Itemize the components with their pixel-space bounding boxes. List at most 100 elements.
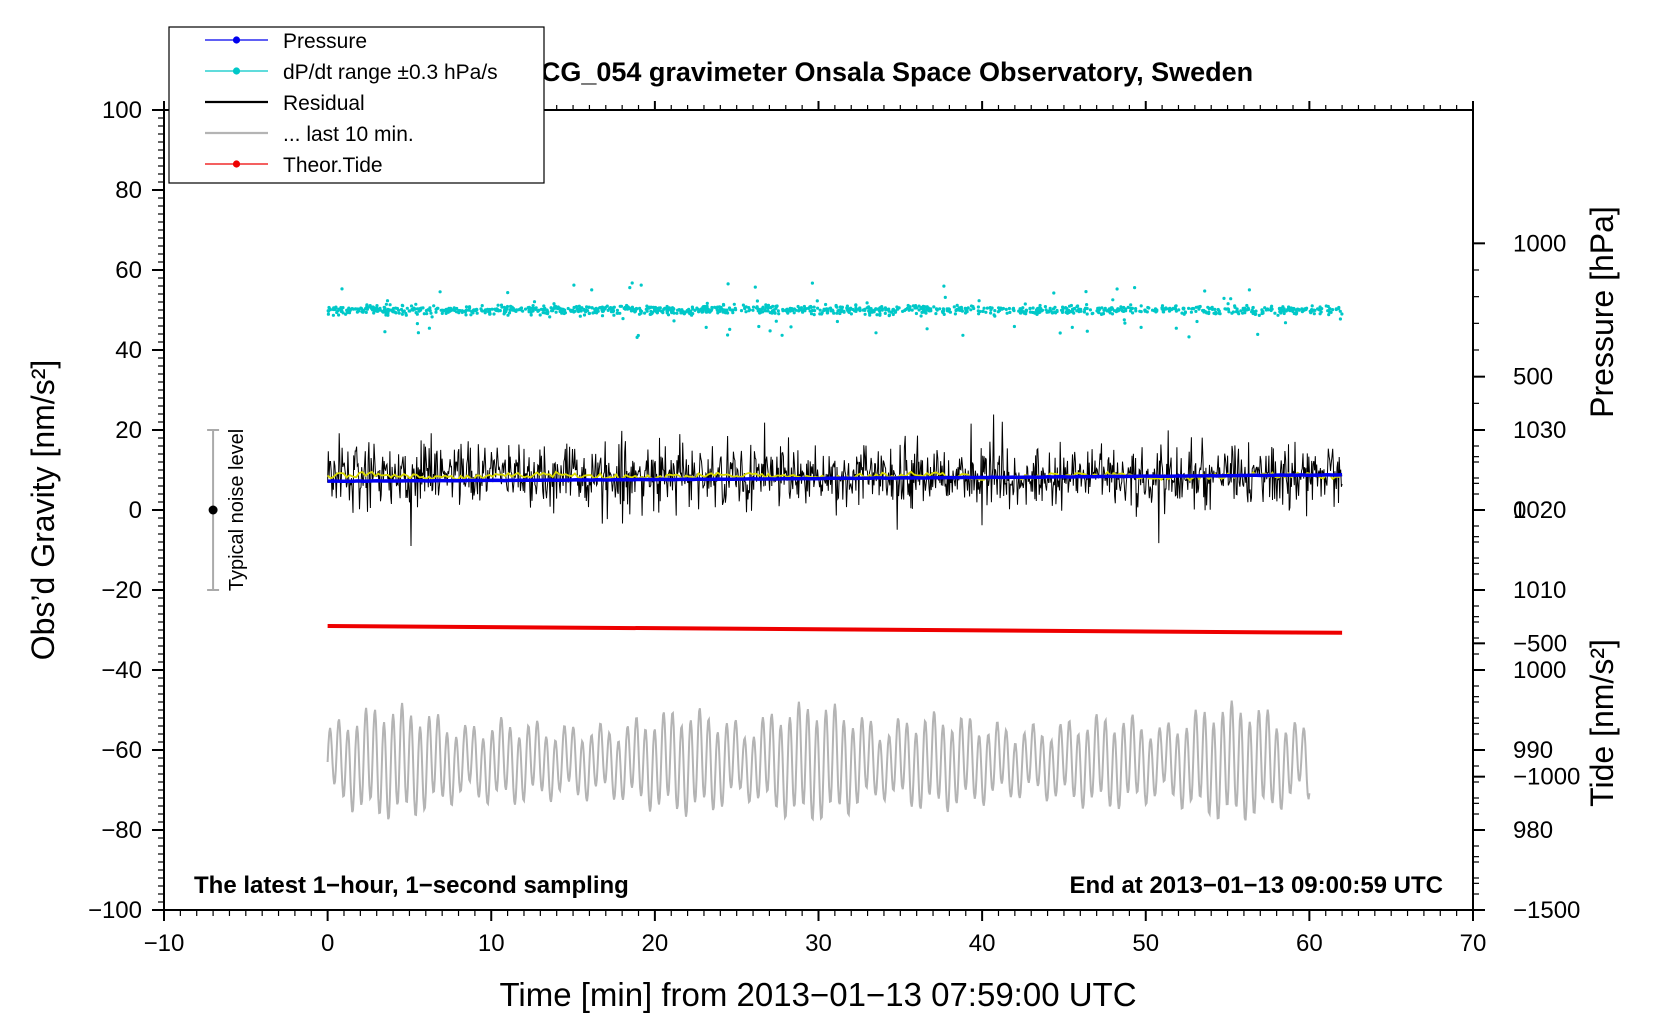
pressure-tick-label: 1030 (1513, 417, 1566, 444)
annotation-sampling: The latest 1−hour, 1−second sampling (194, 872, 629, 899)
dpdt-point (593, 307, 597, 311)
dpdt-point (386, 313, 390, 317)
dpdt-point (1328, 307, 1332, 311)
dpdt-point (1123, 321, 1127, 325)
dpdt-point (1085, 303, 1089, 307)
dpdt-point (595, 311, 599, 315)
dpdt-point (467, 308, 471, 312)
dpdt-point (789, 325, 793, 329)
dpdt-point (961, 333, 965, 337)
dpdt-point (1213, 307, 1217, 311)
dpdt-point (845, 306, 849, 310)
dpdt-point (874, 307, 878, 311)
dpdt-point (989, 308, 993, 312)
dpdt-point (521, 309, 525, 313)
pressure-tick-label: 980 (1513, 817, 1553, 844)
dpdt-point (998, 308, 1002, 313)
dpdt-point (878, 312, 882, 316)
dpdt-point (405, 306, 409, 310)
dpdt-point (908, 305, 912, 309)
dpdt-point (364, 306, 368, 311)
dpdt-point (662, 307, 666, 311)
dpdt-point (373, 309, 377, 313)
dpdt-point (536, 309, 540, 313)
dpdt-point (761, 306, 765, 310)
dpdt-point (1091, 311, 1095, 315)
dpdt-point (395, 306, 399, 311)
pressure-tick-label: 1000 (1513, 657, 1566, 684)
dpdt-point (442, 309, 446, 313)
dpdt-point (794, 308, 798, 312)
dpdt-point (1001, 306, 1006, 311)
dpdt-point (847, 310, 851, 314)
dpdt-point (984, 310, 988, 314)
dpdt-point (1119, 306, 1123, 310)
dpdt-point (896, 307, 900, 311)
dpdt-point (496, 303, 500, 307)
dpdt-point (914, 304, 918, 308)
dpdt-point (1085, 306, 1089, 311)
y-axis-label-pressure: Pressure [hPa] (1584, 206, 1620, 418)
dpdt-point (913, 306, 917, 310)
tide-tick-label: 0 (1513, 497, 1526, 524)
dpdt-point (1130, 307, 1134, 311)
dpdt-point (1223, 307, 1227, 311)
dpdt-point (733, 306, 737, 310)
dpdt-point (1124, 307, 1128, 311)
dpdt-point (763, 309, 767, 313)
dpdt-point (768, 329, 772, 333)
dpdt-point (572, 305, 576, 310)
dpdt-point (1053, 305, 1057, 309)
dpdt-point (700, 310, 704, 314)
dpdt-point (568, 308, 573, 312)
dpdt-point (452, 306, 456, 310)
dpdt-point (1254, 309, 1258, 313)
x-tick-label: 40 (969, 930, 996, 957)
dpdt-point (903, 308, 907, 313)
dpdt-point (840, 307, 844, 311)
dpdt-point (590, 288, 594, 292)
dpdt-point (809, 305, 813, 309)
dpdt-point (1052, 291, 1056, 295)
dpdt-point (993, 309, 997, 313)
dpdt-point (835, 311, 839, 315)
dpdt-point (391, 310, 395, 314)
dpdt-point (351, 307, 355, 311)
dpdt-point (775, 304, 779, 308)
plot-layer: Typical noise level (207, 281, 1344, 822)
dpdt-point (439, 308, 443, 312)
dpdt-point (1116, 309, 1120, 313)
dpdt-point (677, 308, 681, 312)
dpdt-point (1270, 307, 1274, 311)
dpdt-point (584, 308, 588, 312)
dpdt-point (1131, 311, 1135, 315)
dpdt-point (1301, 308, 1305, 312)
y-tick-label: 60 (115, 257, 142, 284)
dpdt-point (1115, 287, 1119, 291)
dpdt-point (331, 313, 335, 317)
dpdt-point (475, 311, 479, 315)
tide-tick-label: −500 (1513, 630, 1567, 657)
dpdt-point (1195, 319, 1199, 324)
dpdt-point (989, 311, 993, 315)
dpdt-point (753, 285, 757, 289)
dpdt-point (1234, 310, 1239, 314)
dpdt-point (360, 307, 364, 311)
dpdt-point (467, 305, 472, 309)
dpdt-point (1150, 308, 1155, 312)
dpdt-point (1312, 308, 1316, 312)
dpdt-point (919, 306, 923, 310)
dpdt-point (1247, 288, 1251, 292)
dpdt-point (337, 307, 341, 311)
dpdt-point (747, 306, 751, 310)
dpdt-point (875, 313, 879, 317)
dpdt-point (1021, 306, 1025, 310)
dpdt-point (645, 309, 649, 313)
dpdt-point (639, 283, 643, 287)
dpdt-point (600, 305, 605, 309)
dpdt-point (1022, 310, 1026, 314)
dpdt-point (1329, 310, 1333, 314)
dpdt-point (869, 307, 873, 311)
dpdt-point (1012, 308, 1016, 312)
dpdt-point (383, 306, 387, 310)
